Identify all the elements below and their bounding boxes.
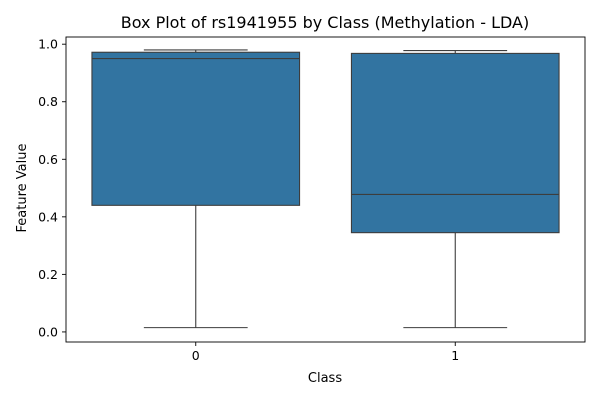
box-group-0 bbox=[91, 49, 301, 329]
y-tick-label: 0.2 bbox=[38, 267, 58, 282]
plot-area bbox=[65, 36, 586, 343]
plot-frame bbox=[65, 36, 586, 343]
x-tick-label: 0 bbox=[192, 348, 200, 363]
y-axis: 0.0 0.2 0.4 0.6 0.8 1.0 bbox=[38, 37, 66, 339]
y-tick-label: 0.6 bbox=[38, 152, 58, 167]
box-body bbox=[91, 51, 301, 206]
y-tick-label: 1.0 bbox=[38, 37, 58, 52]
box-body bbox=[350, 52, 560, 234]
x-axis-label: Class bbox=[308, 371, 342, 386]
x-tick-label: 1 bbox=[451, 348, 459, 363]
y-axis-label: Feature Value bbox=[15, 144, 30, 233]
y-tick-label: 0.0 bbox=[38, 324, 58, 339]
chart-title: Box Plot of rs1941955 by Class (Methylat… bbox=[121, 13, 529, 32]
y-tick-label: 0.4 bbox=[38, 209, 58, 224]
y-tick-label: 0.8 bbox=[38, 94, 58, 109]
box-group-1 bbox=[350, 49, 560, 329]
